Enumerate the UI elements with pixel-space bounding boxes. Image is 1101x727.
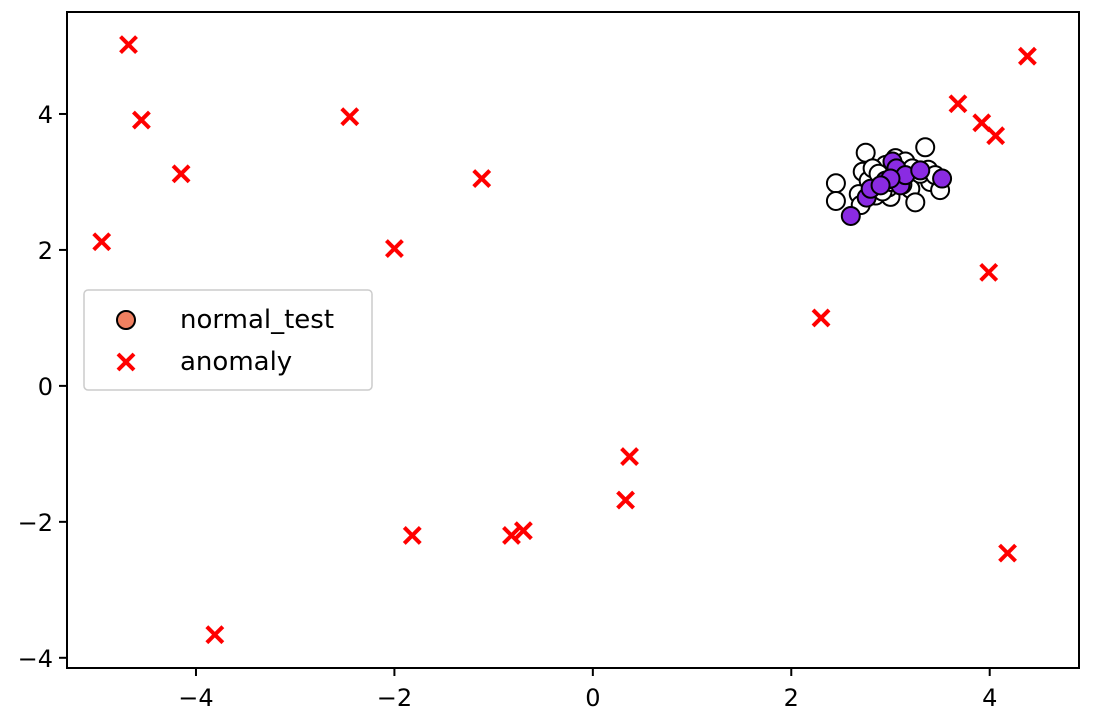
anomaly-point	[402, 526, 422, 545]
anomaly-point	[998, 543, 1017, 563]
x-tick-label: 2	[784, 684, 799, 712]
normal-test-point	[825, 190, 846, 211]
anomaly-point	[948, 94, 968, 114]
anomaly-point	[811, 308, 831, 328]
anomaly-point	[131, 110, 151, 130]
axes: −4 −2 0 2 4 −4 −2 0 2 4	[18, 101, 998, 712]
anomaly-point	[620, 447, 639, 466]
anomaly-point	[340, 107, 360, 127]
x-tick-label: 0	[585, 684, 600, 712]
plot-frame	[66, 11, 1080, 669]
normal-test-point	[905, 192, 926, 213]
highlighted-point	[932, 168, 953, 189]
x-tick-label: −2	[377, 684, 412, 712]
anomaly-point	[979, 262, 999, 282]
y-tick-label: 2	[38, 237, 53, 265]
legend-label-normal-test: normal_test	[180, 305, 334, 335]
anomaly-point	[502, 526, 521, 545]
chart-marks	[92, 35, 1037, 645]
anomaly-point	[205, 625, 225, 645]
y-tick-label: −4	[18, 645, 53, 673]
legend-marker-anomaly	[116, 352, 136, 372]
legend-marker-normal-test	[116, 310, 136, 330]
y-tick-label: 4	[38, 101, 53, 129]
x-tick-label: −4	[178, 684, 213, 712]
highlighted-point	[840, 205, 861, 226]
x-tick-label: 4	[982, 684, 997, 712]
anomaly-point	[472, 169, 492, 188]
anomaly-point	[171, 164, 191, 184]
anomaly-point	[1017, 46, 1037, 66]
highlighted-point	[870, 175, 891, 196]
legend-box	[83, 289, 373, 391]
anomaly-point	[986, 126, 1006, 146]
legend-label-anomaly: anomaly	[180, 347, 292, 377]
normal-test-point	[825, 173, 846, 194]
anomaly-point	[92, 232, 112, 252]
anomaly-point	[119, 35, 138, 55]
anomaly-point	[616, 490, 635, 510]
anomaly-point	[513, 521, 533, 541]
normal-test-point	[915, 137, 936, 158]
y-tick-label: 0	[38, 373, 53, 401]
anomaly-point	[972, 113, 992, 133]
highlighted-point	[910, 160, 931, 181]
legend: normal_test anomaly	[83, 289, 373, 391]
anomaly-point	[384, 239, 404, 258]
y-tick-label: −2	[18, 509, 53, 537]
